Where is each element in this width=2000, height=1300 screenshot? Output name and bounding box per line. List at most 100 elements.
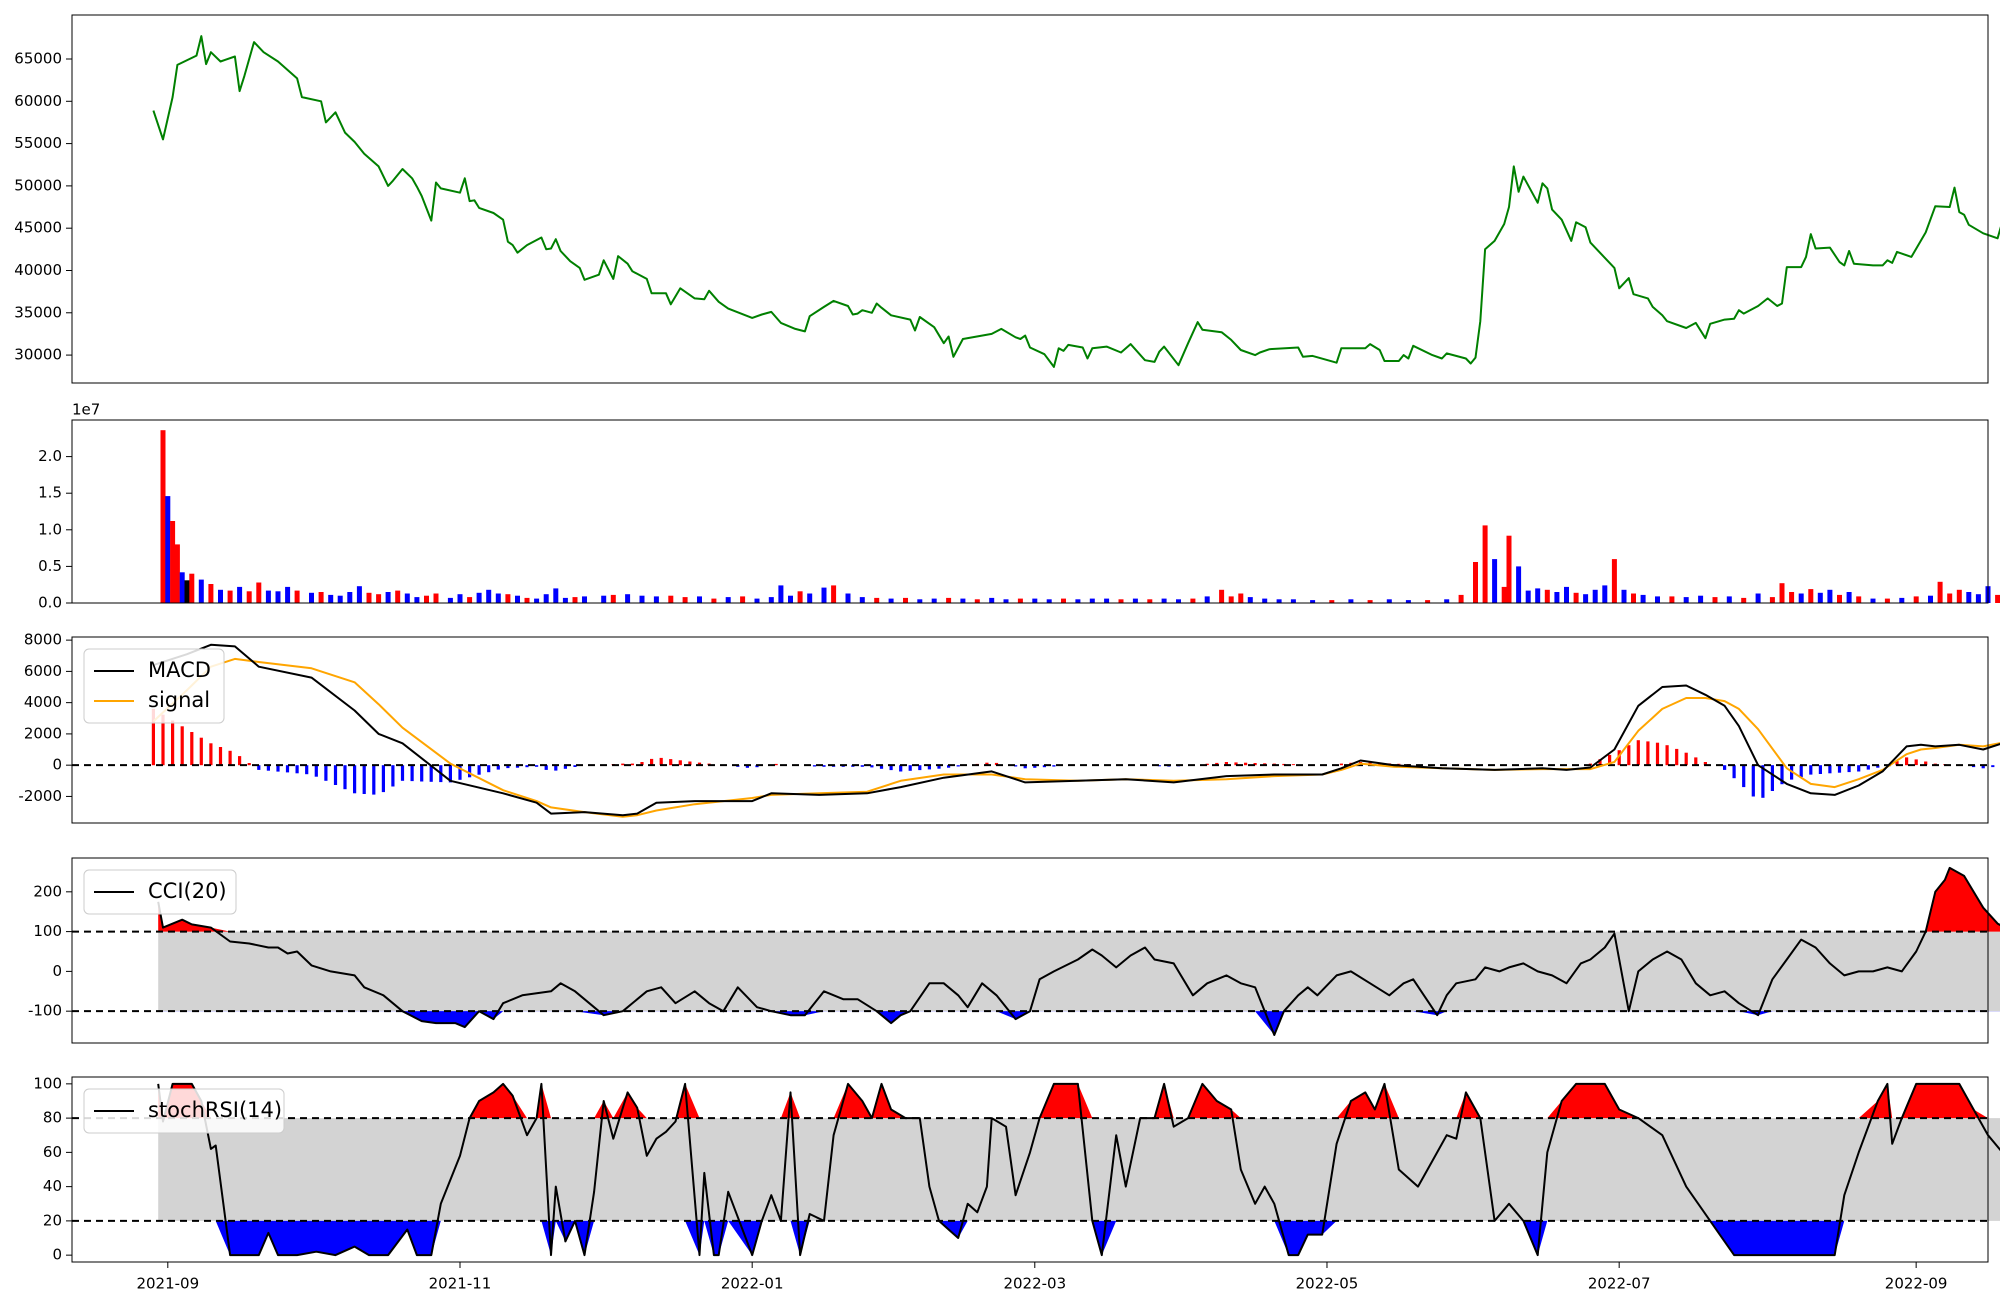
volume-bar (328, 594, 334, 603)
macd-histogram-bar (812, 765, 817, 767)
volume-bar (265, 590, 271, 603)
volume-bar (179, 572, 185, 603)
macd-histogram-bar (180, 726, 184, 766)
volume-bar (395, 590, 401, 603)
volume-bar (174, 544, 180, 603)
volume-bar (1683, 597, 1689, 603)
macd-histogram-bar (621, 763, 625, 766)
macd-histogram-bar (1234, 762, 1238, 766)
macd-histogram-bar (305, 765, 309, 775)
macd-histogram-bar (650, 758, 654, 766)
volume-bar (218, 589, 223, 603)
volume-bar (1190, 598, 1196, 603)
macd-histogram-bar (1291, 764, 1295, 766)
volume-bar (960, 598, 966, 603)
volume-bar (404, 593, 410, 603)
y-tick-label: 45000 (14, 219, 62, 237)
macd-histogram-bar (1224, 762, 1228, 766)
y-tick-label: 60000 (14, 92, 62, 110)
macd-histogram-bar (1636, 740, 1640, 766)
y-tick-label: 0 (52, 756, 62, 774)
macd-histogram-bar (151, 708, 155, 766)
volume-bar (974, 599, 980, 603)
volume-bar (1290, 599, 1296, 603)
volume-bar (1583, 594, 1589, 603)
macd-histogram-bar (1282, 763, 1286, 766)
volume-bar (682, 597, 688, 603)
volume-bar (1075, 599, 1081, 603)
macd-histogram-bar (554, 765, 558, 771)
volume-bar (1458, 594, 1464, 603)
volume-bar (1118, 599, 1124, 603)
macd-histogram-bar (1608, 754, 1612, 766)
volume-bar (1176, 599, 1181, 603)
macd-histogram-bar (420, 765, 424, 782)
y-tick-label: 200 (33, 882, 62, 900)
macd-histogram-bar (400, 765, 405, 781)
volume-bar (457, 594, 463, 603)
volume-bar (989, 597, 995, 603)
volume-bar (1516, 566, 1522, 603)
legend-box (83, 648, 225, 724)
volume-bar (1247, 597, 1253, 603)
volume-bar (1947, 593, 1953, 603)
volume-bar (1769, 597, 1775, 603)
volume-bar (165, 496, 171, 603)
volume-bar (534, 598, 540, 603)
volume-bar (874, 597, 880, 603)
macd-histogram-bar (1742, 765, 1746, 788)
volume-bar (1712, 597, 1718, 603)
volume-bar (385, 592, 391, 603)
y-tick-label: 65000 (14, 49, 62, 67)
y-tick-label: 20 (43, 1211, 62, 1229)
volume-bar (476, 592, 482, 603)
y-tick-label: -100 (28, 1002, 62, 1020)
volume-bar (1937, 581, 1943, 603)
volume-bar (754, 598, 760, 603)
volume-bar (697, 596, 702, 603)
macd-histogram-bar (247, 763, 251, 766)
volume-bar (1631, 593, 1636, 603)
macd-histogram-bar (640, 762, 644, 766)
y-tick-label: 50000 (14, 176, 62, 194)
y-tick-label: 100 (33, 922, 62, 940)
macd-histogram-bar (879, 765, 884, 769)
legend-label: MACD (148, 658, 211, 682)
macd-histogram-bar (1799, 765, 1803, 778)
macd-histogram-bar (1732, 765, 1736, 779)
volume-bar (1564, 586, 1569, 603)
x-tick-label: 2021-09 (136, 1275, 199, 1293)
macd-histogram-bar (1042, 765, 1046, 768)
macd-histogram-bar (1665, 745, 1669, 766)
volume-bar (859, 597, 865, 603)
macd-histogram-bar (448, 765, 452, 783)
macd-histogram-bar (1809, 765, 1813, 775)
volume-bar (725, 597, 731, 603)
macd-histogram-bar (477, 765, 481, 775)
volume-bar (1755, 593, 1761, 603)
macd-histogram-bar (630, 763, 634, 766)
volume-bar (1726, 596, 1732, 603)
signal-line (152, 657, 2000, 818)
volume-bar (639, 595, 645, 603)
macd-histogram-bar (956, 765, 960, 767)
volume-bar (1473, 562, 1478, 603)
volume-bar (797, 591, 803, 603)
macd-histogram-bar (1876, 765, 1880, 768)
neutral-band (158, 931, 2000, 1012)
volume-bar (543, 594, 549, 603)
volume-bar (424, 595, 429, 603)
volume-bar (1856, 596, 1862, 603)
volume-bar (1995, 594, 2000, 603)
y-tick-label: 0.5 (38, 557, 62, 575)
macd-histogram-bar (372, 765, 376, 795)
macd-histogram-bar (1253, 763, 1257, 766)
macd-histogram-bar (745, 765, 749, 768)
volume-bar (1089, 598, 1095, 603)
y-tick-label: 35000 (14, 303, 62, 321)
macd-histogram-bar (487, 765, 491, 773)
macd-histogram-bar (1703, 762, 1707, 766)
cci-line (157, 866, 2000, 1036)
volume-bar (189, 573, 195, 603)
plot-frame-volume (71, 419, 1989, 604)
